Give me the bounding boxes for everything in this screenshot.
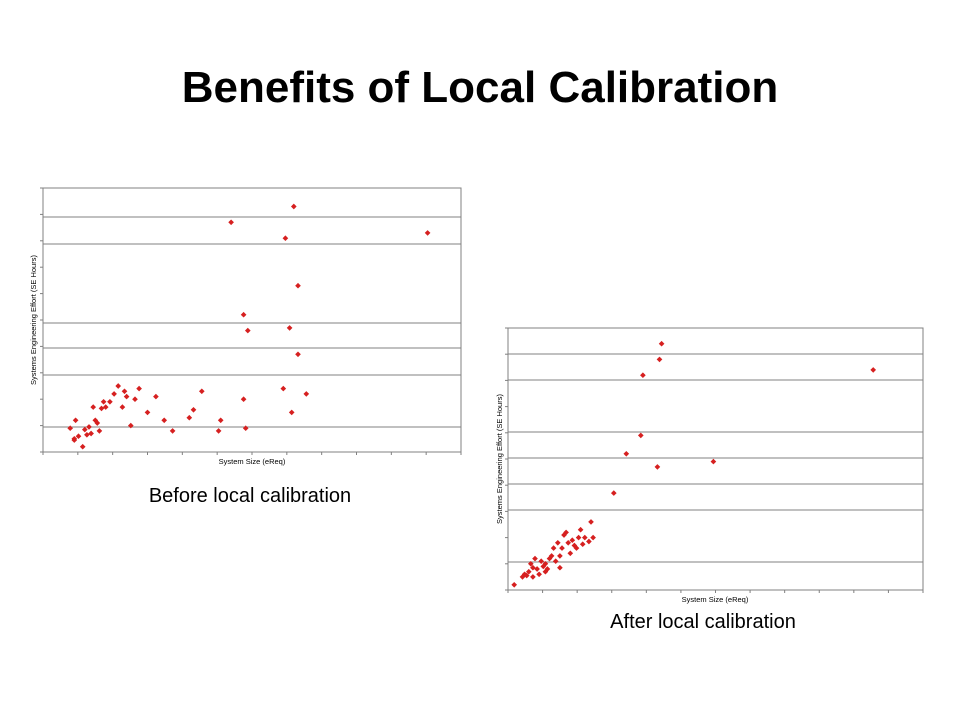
data-point [573, 545, 580, 551]
data-point [557, 553, 563, 559]
data-point [107, 398, 113, 405]
data-point [637, 432, 644, 439]
data-point [190, 406, 197, 413]
data-point [588, 519, 594, 525]
data-point [290, 203, 297, 210]
y-ticks [40, 187, 43, 453]
x-axis-label: System Size (eReq) [219, 457, 286, 466]
data-point [559, 545, 565, 551]
data-points [511, 340, 877, 588]
data-point [658, 340, 665, 347]
data-point [121, 388, 128, 395]
data-point [88, 430, 94, 437]
data-point [86, 424, 92, 430]
data-point [136, 385, 142, 392]
data-points [67, 203, 431, 450]
data-point [215, 428, 222, 434]
data-point [79, 443, 86, 450]
caption-before: Before local calibration [148, 485, 352, 507]
data-point [100, 398, 107, 405]
data-point [530, 574, 536, 580]
data-point [244, 327, 251, 334]
data-point [115, 383, 122, 389]
data-point [295, 351, 301, 358]
data-point [81, 426, 88, 433]
slide-title: Benefits of Local Calibration [181, 63, 779, 112]
data-point [554, 539, 561, 546]
y-axis-label: Systems Engineering Effort (SE Hours) [29, 255, 38, 385]
scatter-chart-before: System Size (eReq) Systems Engineering E… [29, 187, 462, 466]
data-point [132, 396, 138, 403]
data-point [111, 391, 117, 397]
data-point [577, 526, 584, 533]
x-ticks [507, 590, 924, 593]
data-point [75, 433, 82, 440]
data-point [67, 425, 74, 432]
data-point [119, 404, 126, 410]
data-point [169, 428, 176, 434]
data-point [288, 409, 295, 416]
data-point [242, 425, 249, 432]
data-point [90, 404, 97, 410]
data-point [186, 414, 193, 421]
plot-area: System Size (eReq) Systems Engineering E… [29, 187, 462, 466]
data-point [84, 431, 90, 438]
gridlines [508, 353, 923, 563]
data-point [640, 372, 646, 379]
data-point [575, 534, 582, 541]
data-point [581, 534, 588, 541]
data-point [240, 311, 247, 318]
data-point [280, 385, 287, 392]
data-point [534, 566, 540, 572]
data-point [536, 571, 542, 578]
data-point [532, 555, 538, 562]
data-point [96, 428, 103, 434]
data-point [557, 564, 563, 571]
data-point [144, 409, 151, 416]
gridlines [43, 216, 461, 428]
data-point [610, 490, 617, 496]
data-point [579, 541, 586, 548]
data-point [550, 545, 557, 551]
data-point [228, 219, 234, 226]
data-point [586, 538, 592, 545]
data-point [240, 396, 247, 403]
data-point [424, 230, 431, 236]
data-point [538, 558, 545, 565]
data-point [217, 417, 224, 424]
data-point [161, 417, 168, 424]
data-point [656, 356, 663, 363]
data-point [127, 422, 134, 429]
scatter-chart-after: System Size (eReq) Systems Engineering E… [495, 327, 924, 604]
data-point [654, 464, 661, 470]
y-axis-label: Systems Engineering Effort (SE Hours) [495, 394, 504, 524]
plot-frame [42, 187, 462, 453]
data-point [870, 367, 877, 373]
data-point [623, 450, 630, 457]
data-point [102, 404, 109, 410]
data-point [198, 388, 205, 395]
data-point [286, 325, 293, 331]
data-point [710, 458, 717, 465]
data-point [552, 558, 559, 565]
caption-after: After local calibration [610, 611, 796, 633]
data-point [98, 405, 105, 412]
data-point [71, 437, 78, 443]
data-point [590, 534, 596, 541]
data-point [123, 393, 130, 400]
data-point [303, 391, 310, 397]
data-point [567, 550, 574, 557]
plot-area: System Size (eReq) Systems Engineering E… [495, 327, 924, 604]
data-point [511, 581, 518, 588]
data-point [94, 420, 101, 426]
data-point [295, 282, 301, 289]
y-ticks [505, 327, 508, 591]
data-point [544, 566, 551, 572]
data-point [153, 393, 159, 400]
data-point [282, 235, 289, 242]
data-point [72, 417, 79, 424]
x-axis-label: System Size (eReq) [682, 595, 749, 604]
